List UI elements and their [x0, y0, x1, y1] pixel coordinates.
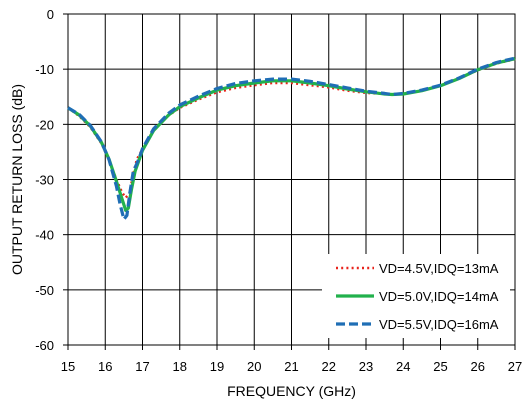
x-tick-label: 16	[98, 359, 112, 374]
legend: VD=4.5V,IDQ=13mA VD=5.0V,IDQ=14mA VD=5.5V,…	[322, 254, 510, 338]
legend-label-3: VD=5.5V,IDQ=16mA	[379, 317, 499, 332]
x-tick-label: 18	[173, 359, 187, 374]
series-group	[67, 56, 516, 221]
x-tick-label: 26	[471, 359, 485, 374]
x-tick-label: 17	[135, 359, 149, 374]
x-tick-label: 23	[359, 359, 373, 374]
series-line-3	[67, 56, 516, 221]
x-axis-label: FREQUENCY (GHz)	[227, 383, 356, 399]
x-tick-label: 19	[210, 359, 224, 374]
x-tick-label: 20	[247, 359, 261, 374]
y-tick-label: -30	[35, 173, 54, 188]
x-axis-ticks: 15 16 17 18 19 20 21 22 23 24 25 26 27	[61, 345, 522, 374]
x-tick-label: 15	[61, 359, 75, 374]
x-tick-label: 22	[322, 359, 336, 374]
x-tick-label: 24	[396, 359, 410, 374]
y-tick-label: -20	[35, 117, 54, 132]
y-tick-label: -10	[35, 62, 54, 77]
y-axis-ticks: 0 -10 -20 -30 -40 -50 -60	[35, 7, 68, 353]
y-axis-label: OUTPUT RETURN LOSS (dB)	[9, 84, 25, 275]
y-tick-label: -60	[35, 338, 54, 353]
x-tick-label: 27	[508, 359, 522, 374]
legend-label-1: VD=4.5V,IDQ=13mA	[379, 261, 499, 276]
y-tick-label: 0	[47, 7, 54, 22]
legend-label-2: VD=5.0V,IDQ=14mA	[379, 289, 499, 304]
y-tick-label: -40	[35, 228, 54, 243]
x-tick-label: 21	[284, 359, 298, 374]
y-tick-label: -50	[35, 283, 54, 298]
x-tick-label: 25	[433, 359, 447, 374]
